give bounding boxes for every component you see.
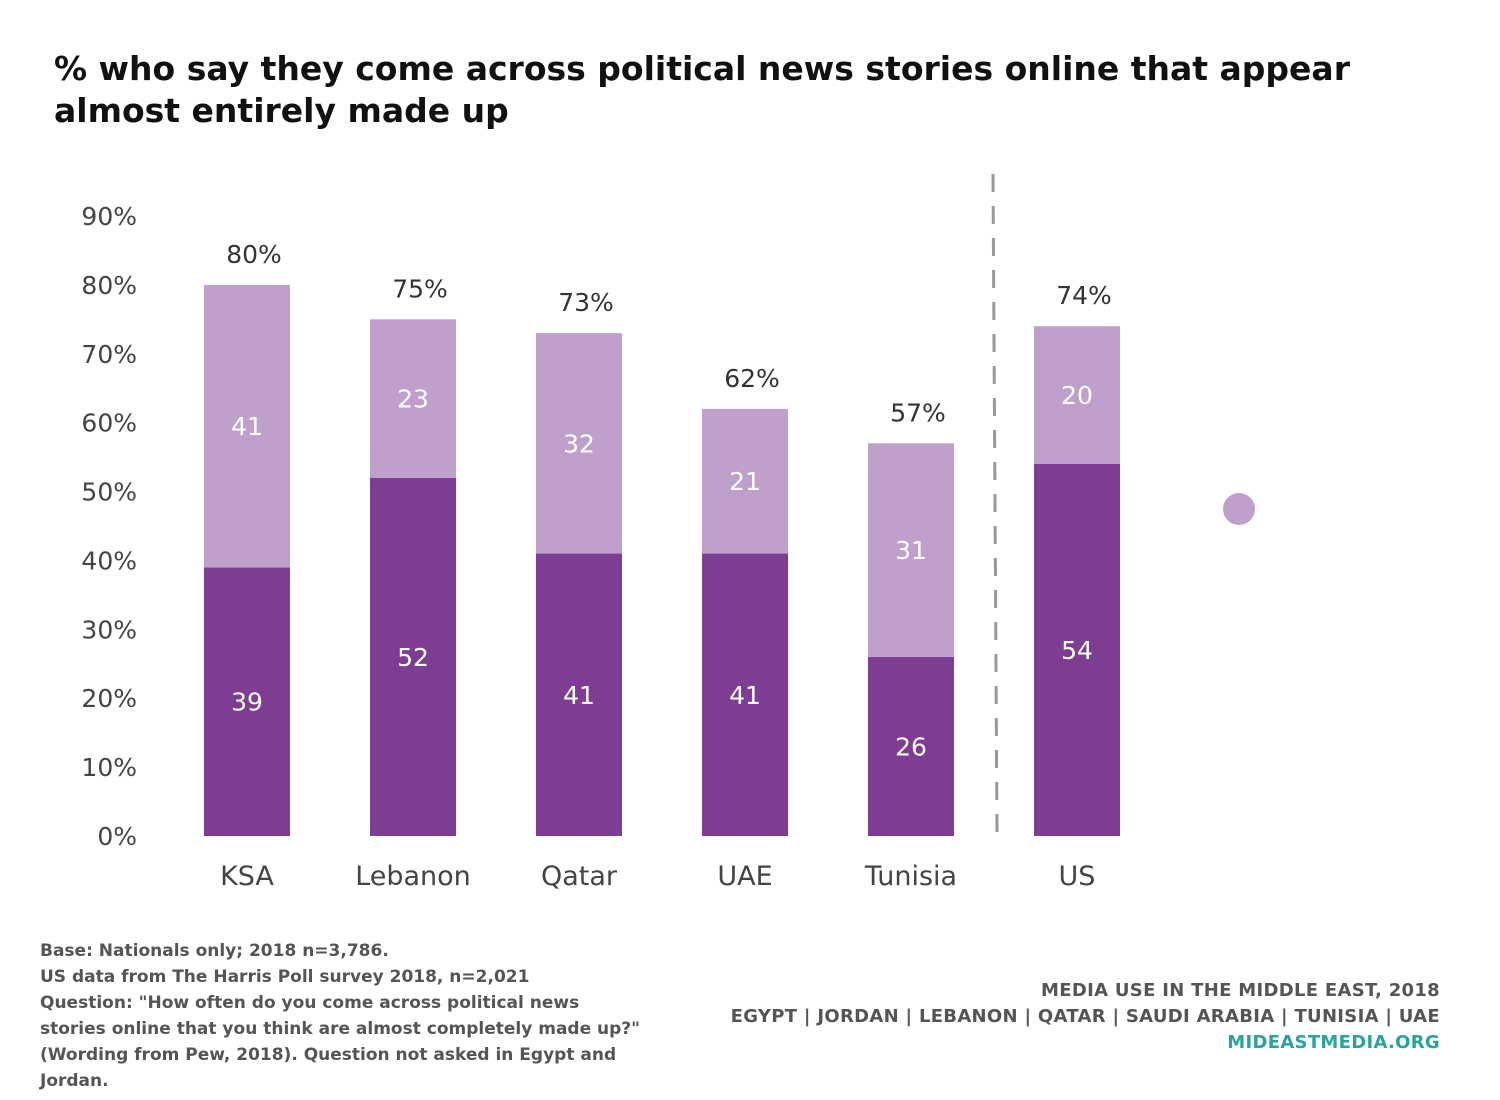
bar-segment-lebanon-1 — [370, 319, 456, 478]
chart-title: % who say they come across political new… — [54, 49, 1350, 130]
footnote-line: Question: "How often do you come across … — [40, 993, 580, 1013]
brand-block: MEDIA USE IN THE MIDDLE EAST, 2018 EGYPT… — [731, 978, 1440, 1056]
y-tick-label: 80% — [81, 271, 137, 300]
brand-site-link[interactable]: MIDEASTMEDIA.ORG — [1227, 1032, 1440, 1053]
bar-segment-ksa-1 — [204, 284, 290, 568]
footnote-line: stories online that you think are almost… — [40, 1019, 641, 1039]
data-label: 23 — [397, 385, 429, 414]
bar-segment-us-1 — [1034, 326, 1120, 464]
y-tick-label: 60% — [81, 409, 137, 438]
total-label: 57% — [890, 398, 946, 427]
brand-countries: EGYPT | JORDAN | LEBANON | QATAR | SAUDI… — [730, 1006, 1440, 1027]
total-label: 62% — [724, 364, 780, 393]
bar-segment-lebanon-0 — [370, 477, 456, 836]
legend-dot — [1223, 493, 1255, 525]
data-label: 54 — [1061, 636, 1093, 665]
bar-segment-tunisia-0 — [868, 656, 954, 836]
total-label: 80% — [226, 240, 282, 269]
y-tick-label: 50% — [81, 478, 137, 507]
data-label: 41 — [563, 681, 595, 710]
data-label: 41 — [729, 681, 761, 710]
footnote-line: Base: Nationals only; 2018 n=3,786. — [40, 941, 389, 961]
group-separator-line — [991, 173, 999, 833]
y-tick-label: 30% — [81, 615, 137, 644]
data-label: 21 — [729, 467, 761, 496]
category-label: Tunisia — [864, 861, 957, 892]
bar-segment-qatar-0 — [536, 553, 622, 836]
data-label: 20 — [1061, 381, 1093, 410]
category-label: Qatar — [541, 861, 618, 892]
data-label: 32 — [563, 429, 595, 458]
total-label: 74% — [1056, 281, 1112, 310]
data-label: 41 — [231, 412, 263, 441]
bar-segment-tunisia-1 — [868, 443, 954, 657]
bar-segment-qatar-1 — [536, 333, 622, 554]
stacked-bar-chart: 0% 10% 20% 30% 40% 50% 60% 70% 80% 90% 39 41 80% KSA 5… — [81, 173, 1255, 892]
y-tick-label: 10% — [81, 753, 137, 782]
footnote-line: Jordan. — [40, 1071, 109, 1091]
category-label: Lebanon — [355, 861, 471, 892]
category-label: KSA — [220, 861, 274, 892]
total-label: 73% — [558, 288, 614, 317]
bar-segment-uae-1 — [702, 408, 788, 554]
data-label: 26 — [895, 732, 927, 761]
y-tick-label: 40% — [81, 546, 137, 575]
y-tick-label: 0% — [97, 822, 137, 851]
y-tick-label: 20% — [81, 684, 137, 713]
bar-segment-ksa-0 — [204, 567, 290, 836]
data-label: 39 — [231, 688, 263, 717]
category-label: US — [1059, 861, 1096, 892]
y-tick-label: 90% — [81, 202, 137, 231]
data-label: 31 — [895, 536, 927, 565]
data-label: 52 — [397, 643, 429, 672]
category-label: UAE — [717, 861, 772, 892]
total-label: 75% — [392, 274, 448, 303]
bar-segment-uae-0 — [702, 553, 788, 836]
footnote: Base: Nationals only; 2018 n=3,786. US d… — [40, 938, 700, 1094]
y-tick-label: 70% — [81, 340, 137, 369]
footnote-line: (Wording from Pew, 2018). Question not a… — [40, 1045, 617, 1065]
bar-segment-us-0 — [1034, 464, 1120, 836]
brand-title: MEDIA USE IN THE MIDDLE EAST, 2018 — [1041, 980, 1440, 1001]
footnote-line: US data from The Harris Poll survey 2018… — [40, 967, 530, 987]
